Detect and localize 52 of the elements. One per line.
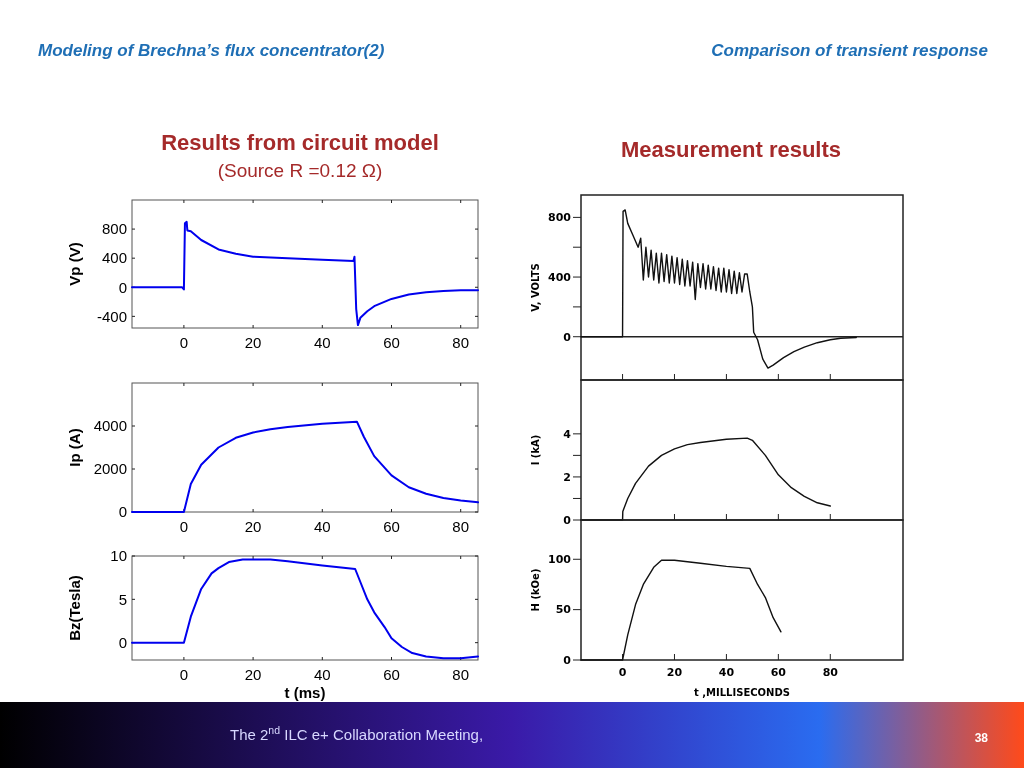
- y-tick-label: 2000: [93, 460, 127, 478]
- y-axis-title: Ip (A): [66, 428, 83, 467]
- x-tick-label: 60: [383, 666, 400, 683]
- x-tick-label: 40: [313, 518, 331, 535]
- y-tick-label: 50: [555, 603, 572, 617]
- chart-title: Results from circuit model: [161, 130, 439, 155]
- y-tick-label: 4: [563, 427, 572, 441]
- text: The 2$^{nd}$ ILC e+ Collaboration Meeting,: [230, 724, 484, 743]
- x-tick-label: 60: [383, 518, 400, 535]
- text: Comparison of transient response: [711, 41, 988, 60]
- chart-subtitle: (Source R =0.12 Ω): [217, 160, 383, 181]
- y-axis-title: Bz(Tesla): [66, 575, 83, 641]
- y-tick-label: 0: [563, 653, 572, 667]
- y-tick-label: 10: [110, 547, 127, 565]
- x-tick-label: 40: [718, 666, 735, 679]
- x-tick-label: 20: [666, 666, 683, 679]
- text: Modeling of Brechna’s flux concentrator(2): [38, 41, 385, 60]
- y-tick-label: 800: [548, 211, 572, 225]
- y-axis-title: I (kA): [530, 434, 541, 466]
- x-tick-label: 0: [179, 518, 189, 535]
- y-axis-title: V, VOLTS: [530, 263, 541, 312]
- y-axis-title: H (kOe): [530, 568, 541, 612]
- chart-title: Measurement results: [620, 137, 842, 162]
- x-tick-label: 80: [452, 334, 470, 351]
- x-tick-label: 20: [244, 334, 262, 351]
- y-tick-label: 4000: [93, 417, 127, 435]
- x-tick-label: 80: [452, 666, 470, 683]
- y-tick-label: -400: [96, 307, 127, 325]
- x-tick-label: 0: [179, 666, 189, 683]
- y-tick-label: 0: [118, 633, 127, 651]
- x-tick-label: 20: [244, 518, 262, 535]
- x-tick-label: 60: [383, 334, 400, 351]
- x-tick-label: 40: [313, 666, 331, 683]
- y-tick-label: 2: [563, 470, 571, 484]
- y-tick-label: 0: [118, 503, 127, 521]
- x-axis-title: t (ms): [284, 684, 326, 701]
- x-tick-label: 80: [452, 518, 470, 535]
- y-tick-label: 800: [101, 220, 127, 238]
- y-tick-label: 100: [548, 553, 572, 567]
- x-tick-label: 80: [822, 666, 839, 679]
- y-tick-label: 400: [548, 270, 572, 284]
- x-tick-label: 60: [770, 666, 787, 679]
- x-tick-label: 20: [244, 666, 262, 683]
- text: 38: [974, 731, 989, 745]
- y-tick-label: 0: [118, 278, 127, 296]
- x-tick-label: 0: [179, 334, 189, 351]
- x-tick-label: 0: [618, 666, 627, 679]
- x-axis-title: t ,MILLISECONDS: [694, 687, 790, 698]
- y-tick-label: 5: [118, 590, 127, 608]
- y-axis-title: Vp (V): [66, 242, 83, 286]
- x-tick-label: 40: [313, 334, 331, 351]
- y-tick-label: 400: [101, 249, 127, 267]
